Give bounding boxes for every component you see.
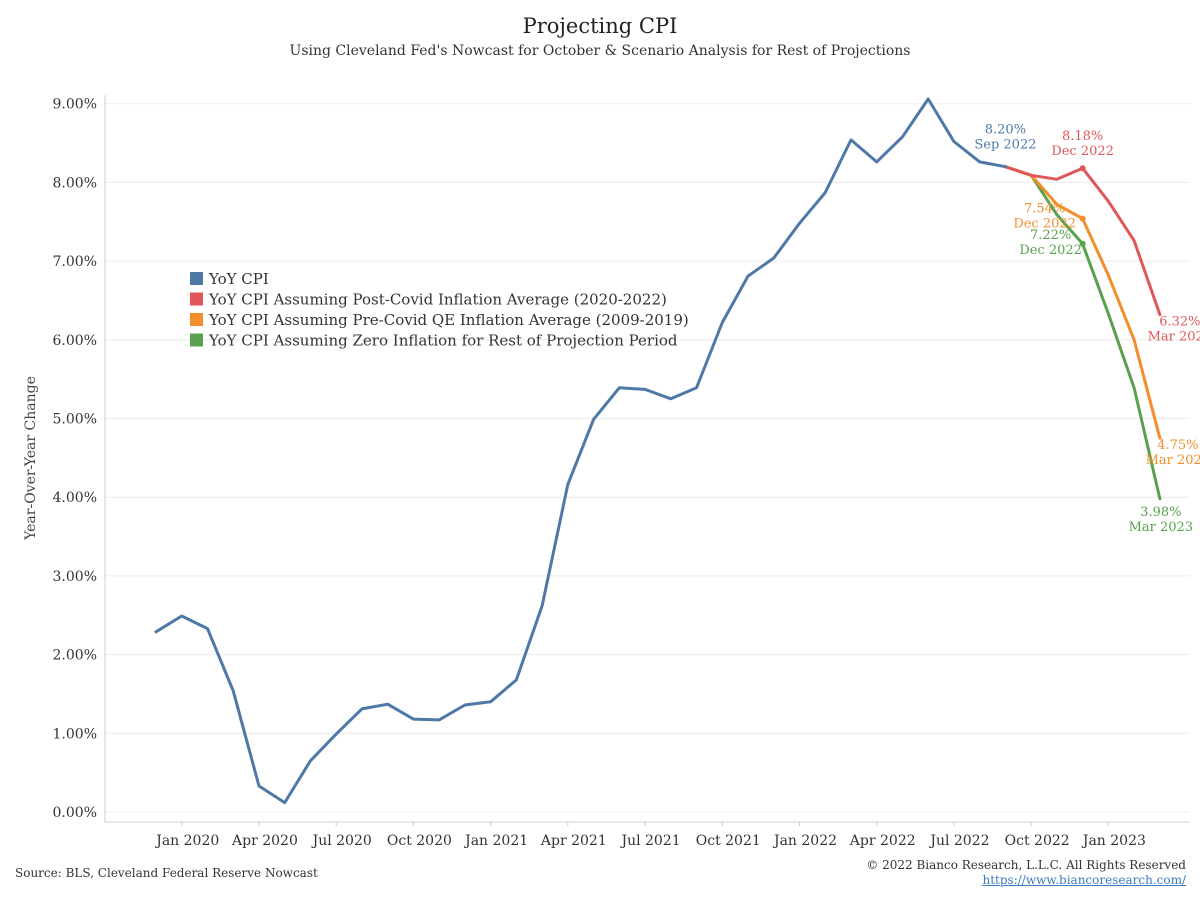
legend-label: YoY CPI Assuming Post-Covid Inflation Av… <box>208 291 667 309</box>
legend-swatch <box>190 313 203 326</box>
y-tick-label: 6.00% <box>53 333 97 349</box>
annotation-value: 7.54% <box>1024 202 1065 217</box>
y-tick-label: 2.00% <box>53 648 97 664</box>
annotation-value: 3.98% <box>1140 505 1181 520</box>
legend-label: YoY CPI Assuming Pre-Covid QE Inflation … <box>208 311 689 329</box>
annotation-value: 8.18% <box>1062 129 1103 144</box>
annotation-date: Mar 2023 <box>1129 520 1194 535</box>
x-tick-label: Jan 2023 <box>1081 833 1146 849</box>
y-tick-label: 7.00% <box>53 254 97 270</box>
chart-subtitle: Using Cleveland Fed's Nowcast for Octobe… <box>289 43 911 59</box>
website-link[interactable]: https://www.biancoresearch.com/ <box>982 873 1186 887</box>
annotation-date: Sep 2022 <box>974 138 1036 153</box>
y-tick-label: 3.00% <box>53 569 97 585</box>
x-tick-label: Jul 2022 <box>928 833 989 849</box>
y-axis-label: Year-Over-Year Change <box>23 376 39 541</box>
x-tick-label: Oct 2021 <box>696 833 761 849</box>
y-tick-label: 8.00% <box>53 175 97 191</box>
x-tick-label: Jul 2020 <box>311 833 372 849</box>
x-tick-label: Apr 2022 <box>849 833 916 849</box>
annotation-value: 4.75% <box>1157 438 1198 453</box>
series-line-yoy-cpi <box>154 97 1007 805</box>
x-tick-label: Apr 2021 <box>540 833 607 849</box>
annotation-date: Dec 2022 <box>1019 243 1082 258</box>
source-note: Source: BLS, Cleveland Federal Reserve N… <box>15 866 318 880</box>
annotation-value: 6.32% <box>1159 315 1200 330</box>
x-tick-label: Oct 2020 <box>387 833 452 849</box>
x-tick-label: Jul 2021 <box>619 833 680 849</box>
x-tick-label: Jan 2020 <box>154 833 219 849</box>
annotation-date: Mar 2023 <box>1146 453 1200 468</box>
y-tick-label: 5.00% <box>53 412 97 428</box>
x-tick-label: Oct 2022 <box>1005 833 1070 849</box>
annotation-date: Dec 2022 <box>1013 217 1076 232</box>
legend-label: YoY CPI <box>208 270 269 288</box>
data-point-marker <box>1079 215 1086 222</box>
legend-label: YoY CPI Assuming Zero Inflation for Rest… <box>208 332 678 350</box>
y-tick-label: 4.00% <box>53 490 97 506</box>
data-point-marker <box>1079 240 1086 247</box>
annotation-date: Dec 2022 <box>1051 144 1114 159</box>
y-tick-label: 0.00% <box>53 805 97 821</box>
data-point-marker <box>1079 165 1086 172</box>
series-line-post-covid-avg <box>1003 165 1162 317</box>
legend-swatch <box>190 272 203 285</box>
y-tick-label: 9.00% <box>53 97 97 113</box>
annotation-date: Mar 2023 <box>1148 330 1200 345</box>
x-tick-label: Apr 2020 <box>231 833 298 849</box>
annotation-value: 7.22% <box>1030 228 1071 243</box>
y-tick-label: 1.00% <box>53 726 97 742</box>
x-tick-label: Jan 2021 <box>463 833 528 849</box>
x-tick-label: Jan 2022 <box>772 833 837 849</box>
annotation-value: 8.20% <box>985 123 1026 138</box>
legend-swatch <box>190 292 203 306</box>
chart-title: Projecting CPI <box>522 14 678 38</box>
legend-swatch <box>190 333 203 347</box>
copyright-note: © 2022 Bianco Research, L.L.C. All Right… <box>866 858 1186 872</box>
